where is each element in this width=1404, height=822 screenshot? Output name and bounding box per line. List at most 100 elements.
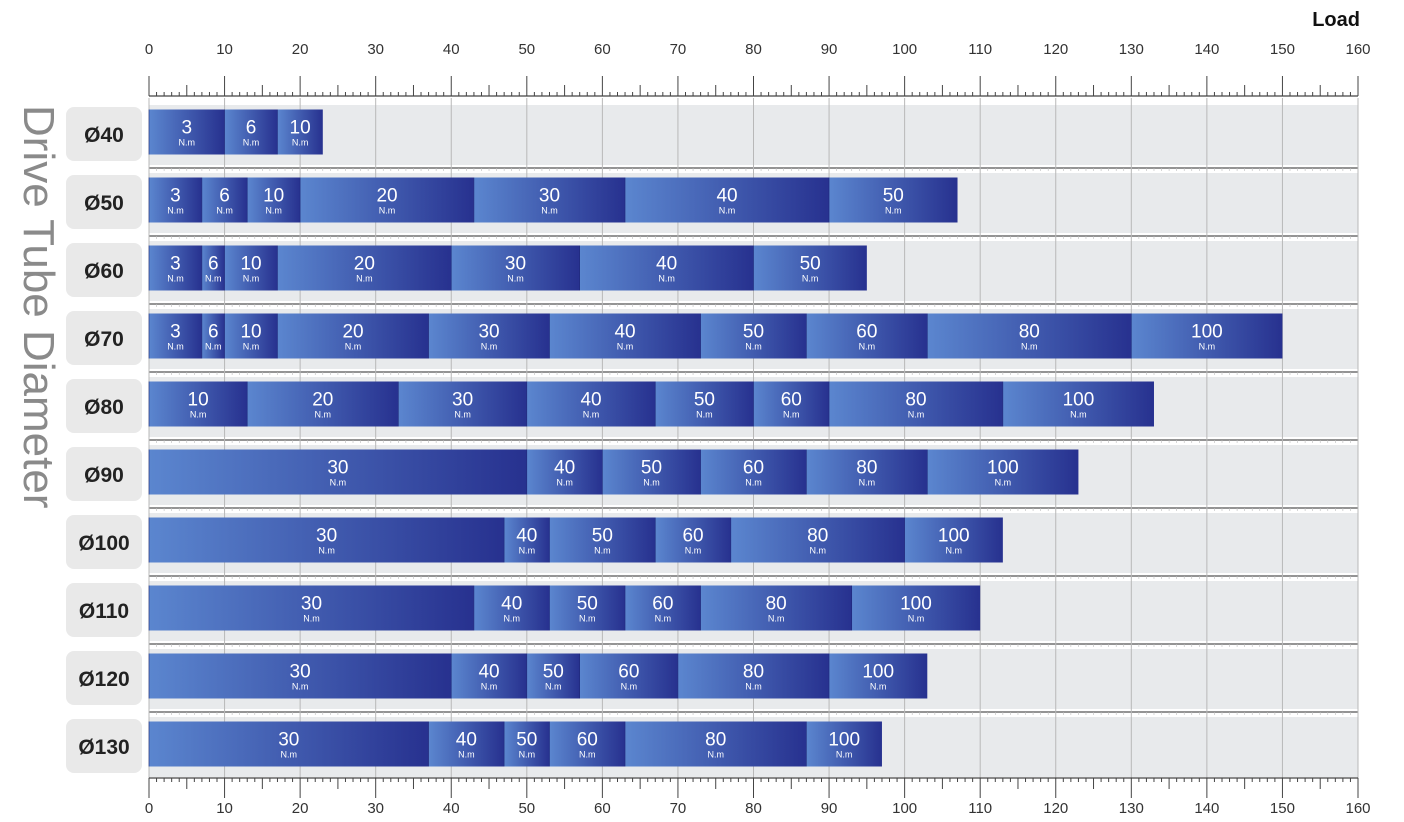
segment-unit-label: N.m [707,750,724,760]
segment-value-label: 50 [694,390,715,411]
segment-unit-label: N.m [995,478,1012,488]
segment-unit-label: N.m [745,682,762,692]
bar-segment [700,449,807,495]
segment-value-label: 10 [290,118,311,139]
tick-label: 100 [892,800,917,817]
segment-unit-label: N.m [685,546,702,556]
bar-segment [625,721,807,767]
segment-value-label: 3 [181,118,192,139]
segment-value-label: 60 [781,390,802,411]
segment-value-label: 50 [641,458,662,479]
row-label-background [66,719,142,773]
bar-segment [851,585,981,631]
segment-unit-label: N.m [908,410,925,420]
bar-segment [428,313,550,359]
tick-label: 90 [821,800,838,817]
bar-segment [655,381,754,427]
bar-segment [149,177,202,223]
segment-value-label: 50 [516,730,537,751]
bar-segment [149,517,505,563]
segment-unit-label: N.m [519,546,536,556]
segment-value-label: 100 [862,662,894,683]
row-label-background [66,311,142,365]
tick-label: 40 [443,800,460,817]
segment-value-label: 40 [478,662,499,683]
tick-label: 50 [518,41,535,58]
tick-label: 10 [216,800,233,817]
segment-value-label: 10 [240,254,261,275]
segment-value-label: 30 [278,730,299,751]
bar-segment [753,381,830,427]
bar-segment [829,381,1003,427]
segment-value-label: 40 [456,730,477,751]
bar-segment [277,313,429,359]
tick-label: 120 [1043,41,1068,58]
segment-unit-label: N.m [908,614,925,624]
segment-unit-label: N.m [783,410,800,420]
tick-label: 60 [594,41,611,58]
segment-unit-label: N.m [345,342,362,352]
segment-value-label: 3 [170,186,181,207]
bar-segment [700,585,852,631]
bar-segment [526,653,580,699]
tick-label: 50 [518,800,535,817]
bar-segment [504,721,550,767]
segment-unit-label: N.m [870,682,887,692]
tick-label: 20 [292,800,309,817]
segment-unit-label: N.m [265,206,282,216]
tick-label: 140 [1194,800,1219,817]
segment-unit-label: N.m [719,206,736,216]
segment-unit-label: N.m [579,750,596,760]
bar-segment [806,313,928,359]
bar-segment [677,653,830,699]
segment-unit-label: N.m [281,750,298,760]
segment-unit-label: N.m [802,274,819,284]
segment-value-label: 30 [301,594,322,615]
bar-segment [451,245,580,291]
segment-value-label: 40 [716,186,737,207]
segment-value-label: 40 [501,594,522,615]
segment-value-label: 3 [170,322,181,343]
row-label-background [66,583,142,637]
segment-value-label: 50 [800,254,821,275]
tick-label: 100 [892,41,917,58]
segment-value-label: 30 [452,390,473,411]
bar-segment [549,721,626,767]
segment-unit-label: N.m [745,342,762,352]
bar-segment [806,449,928,495]
segment-unit-label: N.m [454,410,471,420]
segment-unit-label: N.m [519,750,536,760]
segment-unit-label: N.m [658,274,675,284]
segment-unit-label: N.m [503,614,520,624]
segment-value-label: 50 [592,526,613,547]
row-label-background [66,379,142,433]
tick-label: 150 [1270,41,1295,58]
bar-segment [300,177,474,223]
row-label: Ø80 [84,396,124,419]
segment-value-label: 40 [580,390,601,411]
segment-value-label: 100 [938,526,970,547]
bar-segment [149,109,225,155]
segment-value-label: 40 [516,526,537,547]
bar-segment [549,585,626,631]
segment-unit-label: N.m [655,614,672,624]
bar-segment [277,245,452,291]
bar-segment [806,721,882,767]
segment-value-label: 80 [807,526,828,547]
bar-segment [927,449,1079,495]
segment-value-label: 6 [208,254,219,275]
bar-segment [602,449,701,495]
segment-value-label: 100 [828,730,860,751]
bar-segment [247,381,399,427]
segment-unit-label: N.m [179,138,196,148]
segment-unit-label: N.m [330,478,347,488]
segment-unit-label: N.m [583,410,600,420]
segment-unit-label: N.m [243,274,260,284]
segment-value-label: 10 [263,186,284,207]
segment-value-label: 20 [342,322,363,343]
segment-value-label: 20 [376,186,397,207]
segment-value-label: 80 [856,458,877,479]
tick-label: 30 [367,800,384,817]
segment-unit-label: N.m [458,750,475,760]
bar-segment [247,177,301,223]
